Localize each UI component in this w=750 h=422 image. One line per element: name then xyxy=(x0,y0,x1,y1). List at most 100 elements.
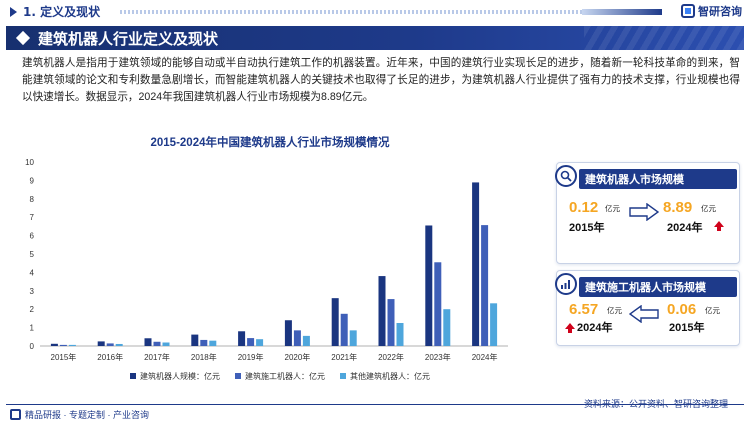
footer-divider xyxy=(6,404,744,405)
construction-left-value: 6.57 xyxy=(569,301,599,318)
market-size-panel-title: 建筑机器人市场规模 xyxy=(579,169,737,189)
construction-left-year: 2024年 xyxy=(577,322,613,334)
bar xyxy=(115,343,123,346)
page-banner: 建筑机器人行业定义及现状 xyxy=(6,26,744,50)
bar-chart-icon xyxy=(555,273,577,295)
search-icon xyxy=(555,165,577,187)
market-size-panel: 建筑机器人市场规模 0.12 亿元 2015年 8.89 亿元 2024年 xyxy=(555,162,740,264)
market-start-year: 2015年 xyxy=(569,222,605,234)
footer-tagline-text: 精品研报 · 专题定制 · 产业咨询 xyxy=(25,410,149,420)
legend-swatch xyxy=(340,373,346,379)
bar xyxy=(340,313,348,346)
up-arrow-icon xyxy=(565,323,575,333)
logo-text: 智研咨询 xyxy=(698,5,742,18)
bar xyxy=(256,339,264,346)
page-title: 建筑机器人行业定义及现状 xyxy=(38,30,219,48)
construction-right-unit: 亿元 xyxy=(705,306,720,315)
legend-swatch xyxy=(235,373,241,379)
x-tick-label: 2016年 xyxy=(97,352,123,362)
y-tick-label: 0 xyxy=(30,342,35,351)
bar xyxy=(349,330,357,346)
bar xyxy=(191,334,199,346)
x-tick-label: 2017年 xyxy=(144,352,170,362)
bar xyxy=(247,338,255,346)
diamond-icon xyxy=(15,30,31,46)
market-end-value: 8.89 xyxy=(663,199,693,216)
bar xyxy=(59,344,67,346)
bar xyxy=(443,309,451,346)
bar xyxy=(302,335,310,346)
bar xyxy=(396,323,404,346)
x-tick-label: 2024年 xyxy=(472,352,498,362)
footer-logo-icon xyxy=(10,409,21,420)
construction-right-year: 2015年 xyxy=(669,322,705,334)
market-size-chart: 0 1 2 3 4 5 6 7 8 9 10 2015年 2016年 2017年 2018年 2019年 202… xyxy=(25,158,508,381)
brand-logo: 智研咨询 xyxy=(681,3,742,19)
market-end-unit: 亿元 xyxy=(701,204,716,213)
top-bar: 1. 定义及现状 智研咨询 xyxy=(0,0,750,24)
y-tick-label: 9 xyxy=(30,176,35,185)
construction-left-unit: 亿元 xyxy=(607,306,622,315)
header-decoration xyxy=(120,9,662,15)
legend-label: 其他建筑机器人：亿元 xyxy=(350,371,430,381)
triangle-icon xyxy=(10,6,17,17)
bar xyxy=(481,225,489,346)
bar xyxy=(144,338,152,346)
section-title-text: 1. 定义及现状 xyxy=(23,5,101,19)
right-arrow-icon xyxy=(629,203,659,221)
construction-right-value: 0.06 xyxy=(667,301,697,318)
legend-swatch xyxy=(130,373,136,379)
logo-icon xyxy=(681,4,695,18)
x-tick-label: 2021年 xyxy=(331,352,357,362)
y-tick-label: 1 xyxy=(30,324,35,333)
bar xyxy=(472,182,480,346)
bar xyxy=(238,331,246,346)
bar xyxy=(284,320,292,346)
x-tick-label: 2015年 xyxy=(51,352,77,362)
bar xyxy=(209,340,217,346)
construction-robot-panel-title-text: 建筑施工机器人市场规模 xyxy=(585,282,706,294)
footer-tagline: 精品研报 · 专题定制 · 产业咨询 xyxy=(10,408,149,421)
bar xyxy=(293,330,301,346)
x-tick-label: 2023年 xyxy=(425,352,451,362)
bar xyxy=(378,276,386,346)
section-title: 1. 定义及现状 xyxy=(10,3,100,20)
y-tick-label: 6 xyxy=(30,232,35,241)
banner-decoration xyxy=(584,26,744,50)
bar xyxy=(97,341,105,346)
bar xyxy=(331,298,339,346)
legend-label: 建筑施工机器人：亿元 xyxy=(245,371,325,381)
market-start-unit: 亿元 xyxy=(605,204,620,213)
y-tick-label: 2 xyxy=(30,305,35,314)
chart-title: 2015-2024年中国建筑机器人行业市场规模情况 xyxy=(150,137,390,149)
bar xyxy=(425,225,433,346)
bar xyxy=(162,342,170,346)
x-tick-label: 2018年 xyxy=(191,352,217,362)
bar xyxy=(387,299,395,346)
y-tick-label: 7 xyxy=(30,213,35,222)
y-tick-label: 5 xyxy=(30,250,35,259)
y-tick-label: 3 xyxy=(30,287,35,296)
left-arrow-icon xyxy=(629,305,659,323)
bar xyxy=(490,303,498,346)
construction-robot-panel: 建筑施工机器人市场规模 6.57 亿元 2024年 0.06 亿元 2015年 xyxy=(555,270,740,346)
y-tick-label: 8 xyxy=(30,195,35,204)
bar xyxy=(200,339,208,346)
construction-robot-panel-title: 建筑施工机器人市场规模 xyxy=(579,277,737,297)
bar xyxy=(68,344,76,346)
intro-paragraph: 建筑机器人是指用于建筑领域的能够自动或半自动执行建筑工作的机器装置。近年来，中国… xyxy=(22,57,740,104)
market-end-year: 2024年 xyxy=(667,222,703,234)
market-size-panel-title-text: 建筑机器人市场规模 xyxy=(585,174,684,186)
y-tick-label: 4 xyxy=(30,268,35,277)
y-tick-label: 10 xyxy=(25,158,34,167)
x-tick-label: 2020年 xyxy=(285,352,311,362)
legend-label: 建筑机器人规模：亿元 xyxy=(140,371,220,381)
x-tick-label: 2019年 xyxy=(238,352,264,362)
bar xyxy=(434,262,442,346)
bar xyxy=(50,343,58,346)
bar xyxy=(153,341,161,346)
x-tick-label: 2022年 xyxy=(378,352,404,362)
up-arrow-icon xyxy=(714,221,724,231)
market-start-value: 0.12 xyxy=(569,199,599,216)
bar xyxy=(106,343,114,346)
